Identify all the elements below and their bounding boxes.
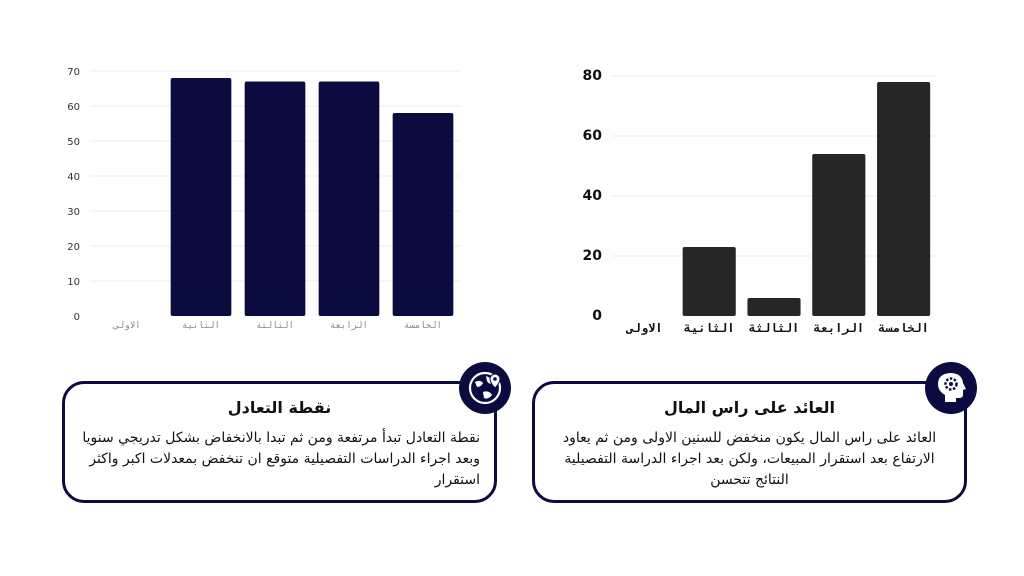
globe-location-icon [459,362,511,414]
roc-card-text: العائد على راس المال يكون منخفض للسنين ا… [562,430,937,488]
x-tick-label: الثالثة [256,321,294,331]
x-tick-label: الاولى [625,321,662,336]
bar [747,298,801,316]
breakeven-card-title: نقطة التعادل [227,398,332,417]
y-tick-label: 60 [67,102,80,113]
y-tick-label: 20 [583,248,603,264]
roc-card-title: العائد على راس المال [663,398,836,417]
y-tick-label: 10 [67,277,80,288]
roc-card: العائد على راس المال العائد على راس الما… [532,381,967,503]
y-tick-label: 40 [583,188,603,204]
return-on-capital-bar-chart: 0 20 40 60 80 الاولى الثانية الثالثة الرابعة الخا… [570,55,950,345]
bar [318,81,380,316]
breakeven-card-text: نقطة التعادل تبدأ مرتفعة ومن ثم تبدا بال… [82,430,480,488]
x-tick-label: الثانية [182,321,220,331]
x-tick-label: الاولى [112,321,140,331]
bar [244,81,306,316]
bar [170,78,232,316]
bar [812,154,866,316]
y-tick-label: 60 [583,128,603,144]
x-tick-label: الخامسة [878,321,929,335]
chart-svg: 0 20 40 60 80 الاولى الثانية الثالثة الرابعة الخا… [583,68,936,336]
x-tick-label: الثانية [684,321,735,335]
y-tick-label: 40 [67,172,80,183]
y-tick-label: 0 [592,308,602,324]
y-tick-label: 50 [67,137,80,148]
x-tick-label: الثالثة [749,321,800,335]
y-tick-label: 30 [67,207,80,218]
y-tick-label: 20 [67,242,80,253]
y-tick-label: 0 [74,312,80,323]
head-gear-icon [925,362,977,414]
breakeven-bar-chart: 0 10 20 30 40 50 60 70 الاولى الثانية الثالثة الراب… [50,55,470,345]
breakeven-card: نقطة التعادل نقطة التعادل تبدأ مرتفعة وم… [62,381,497,503]
x-tick-label: الخامسة [404,321,442,331]
bar [392,113,454,316]
bar [682,247,736,316]
x-tick-label: الرابعة [814,321,865,336]
bar [877,82,931,316]
chart-svg: 0 10 20 30 40 50 60 70 الاولى الثانية الثالثة الراب… [67,67,460,331]
y-tick-label: 70 [67,67,80,78]
y-tick-label: 80 [583,68,603,84]
x-tick-label: الرابعة [330,321,368,331]
